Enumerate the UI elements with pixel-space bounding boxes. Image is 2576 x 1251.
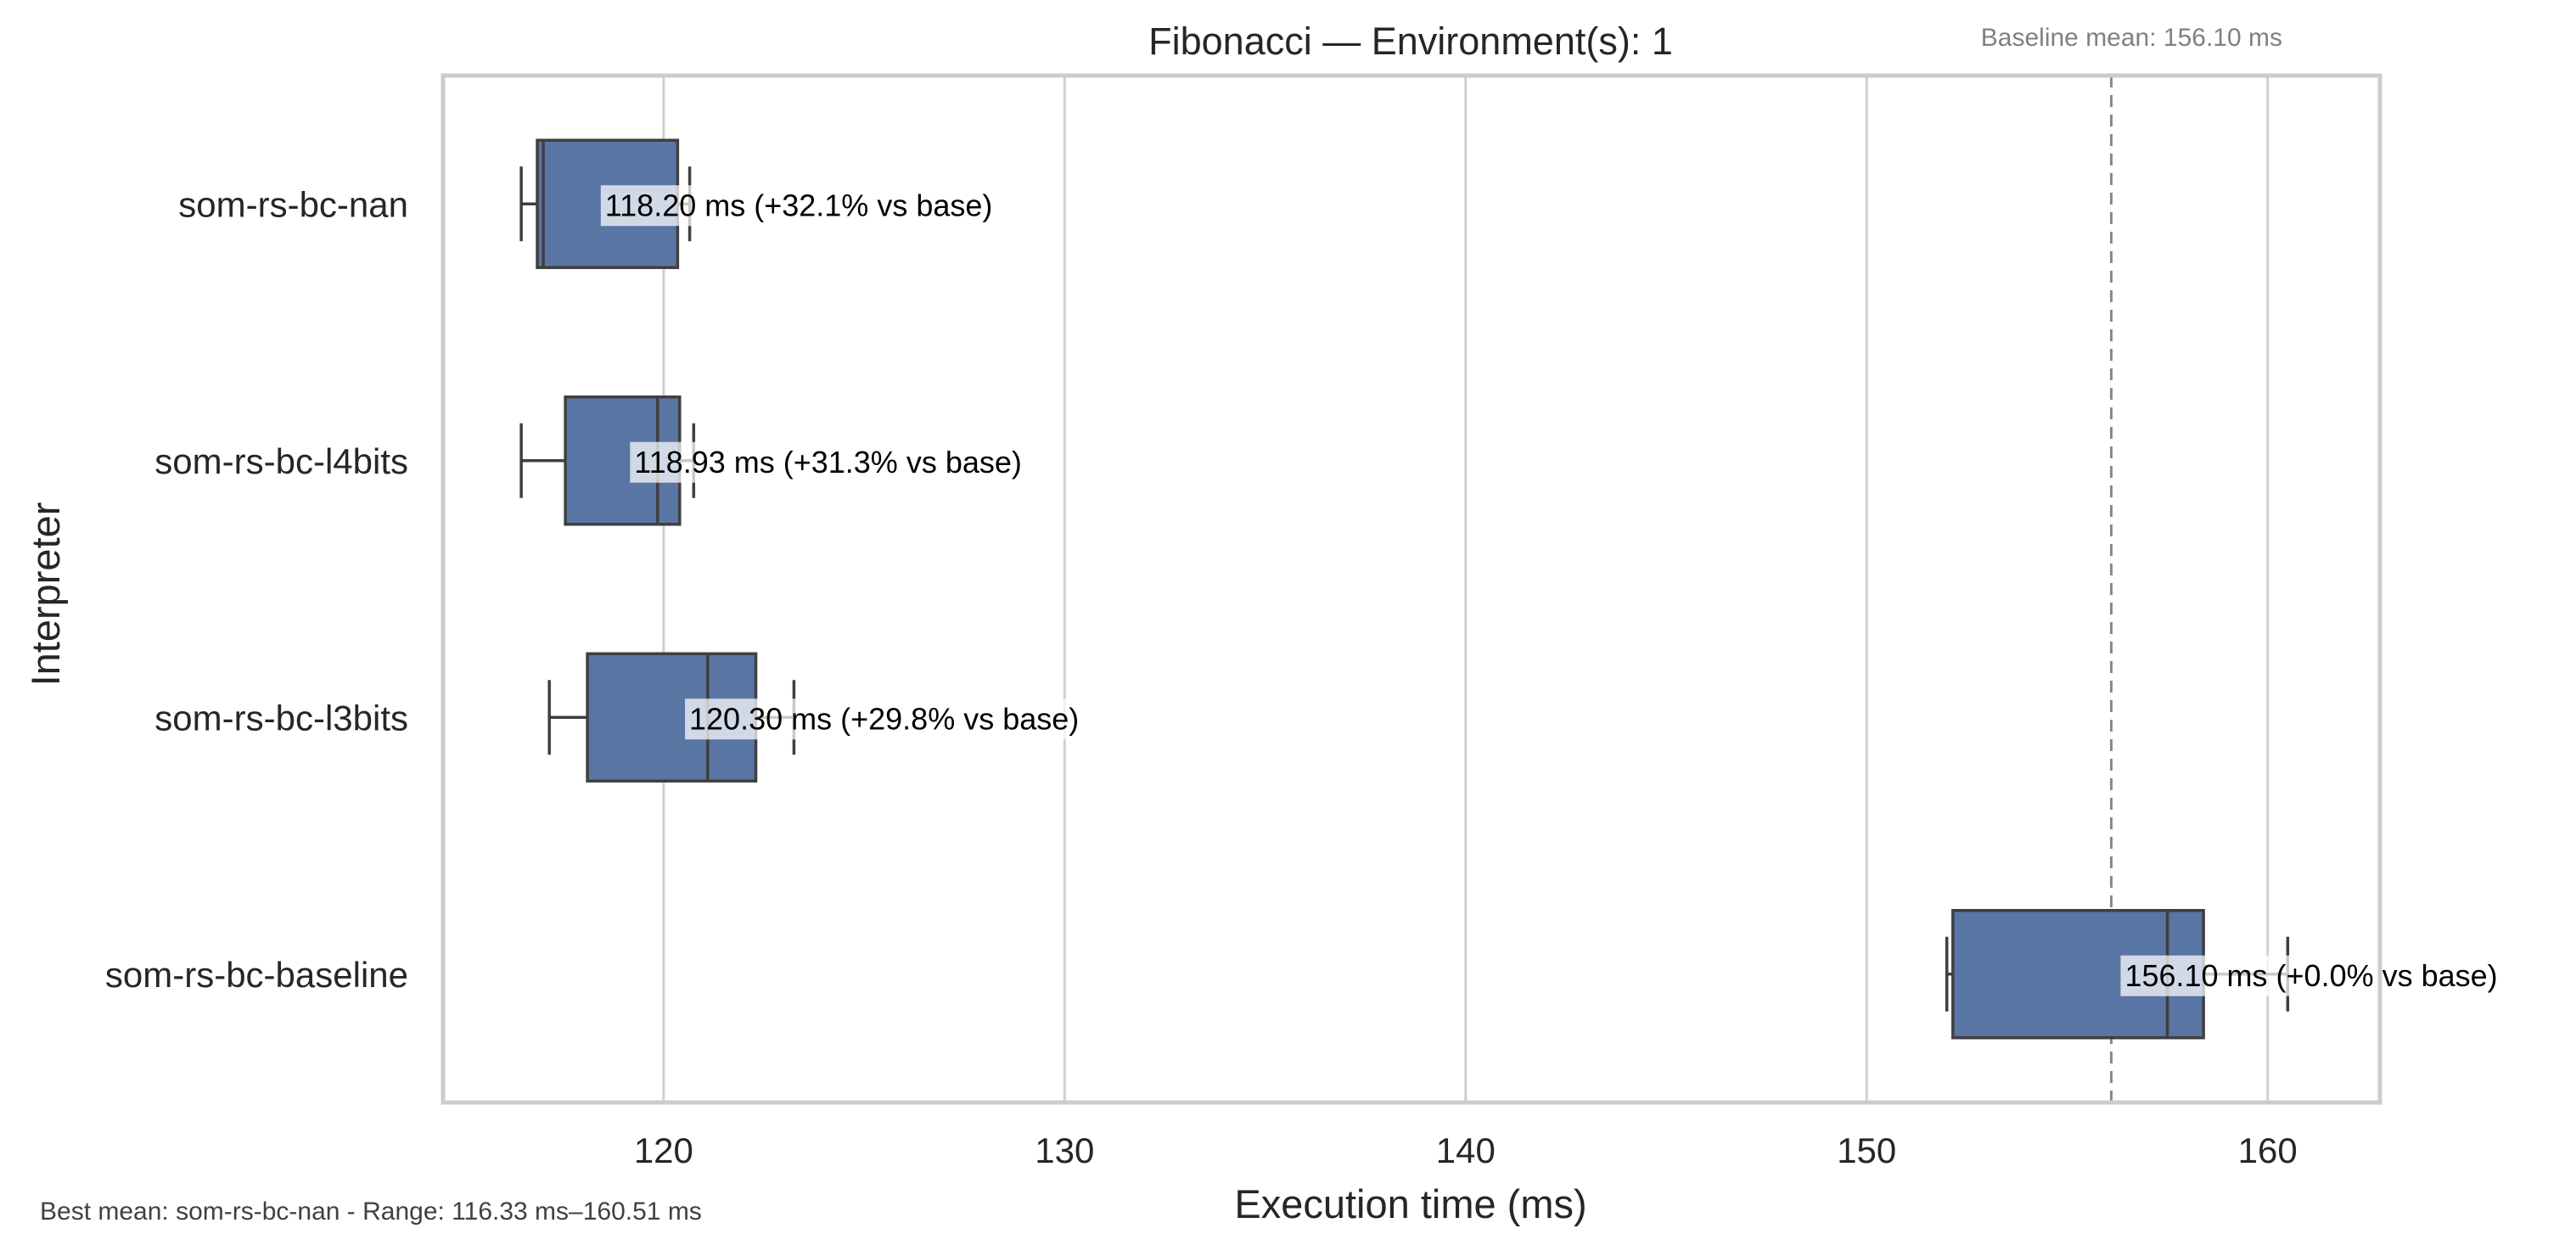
plot-frame	[441, 73, 2382, 1105]
gridlines	[662, 76, 2270, 1102]
y-category-label: som-rs-bc-l3bits	[154, 698, 408, 738]
y-category-label: som-rs-bc-l4bits	[154, 441, 408, 481]
annotations-layer: 118.20 ms (+32.1% vs base) 118.93 ms (+31…	[600, 185, 2502, 996]
mean-annotation: 120.30 ms (+29.8% vs base)	[689, 701, 1079, 736]
x-axis-label: Execution time (ms)	[1234, 1181, 1586, 1226]
footnote: Best mean: som-rs-bc-nan - Range: 116.33…	[40, 1198, 702, 1226]
mean-annotation: 156.10 ms (+0.0% vs base)	[2124, 958, 2497, 993]
x-tick-label: 120	[634, 1130, 693, 1170]
x-tick-label: 140	[1436, 1130, 1496, 1170]
baseline-mean-label: Baseline mean: 156.10 ms	[1981, 24, 2282, 52]
y-category-label: som-rs-bc-nan	[178, 184, 408, 224]
annotation-background	[685, 698, 1084, 740]
y-axis-label: Interpreter	[23, 502, 68, 687]
y-axis-labels: som-rs-bc-nan som-rs-bc-l4bits som-rs-bc-l…	[105, 184, 408, 995]
annotation-background	[630, 441, 1026, 483]
annotation-background	[600, 185, 997, 227]
x-axis-ticks: 120 130 140 150 160	[634, 1130, 2298, 1170]
chart-title: Fibonacci — Environment(s): 1	[1148, 20, 1673, 63]
y-category-label: som-rs-bc-baseline	[105, 955, 408, 995]
mean-annotation: 118.20 ms (+32.1% vs base)	[605, 188, 993, 222]
annotation-background	[2120, 955, 2502, 996]
mean-annotation: 118.93 ms (+31.3% vs base)	[634, 445, 1022, 480]
boxes-layer	[519, 138, 2290, 1040]
x-tick-label: 130	[1035, 1130, 1094, 1170]
x-tick-label: 150	[1837, 1130, 1896, 1170]
x-tick-label: 160	[2238, 1130, 2298, 1170]
